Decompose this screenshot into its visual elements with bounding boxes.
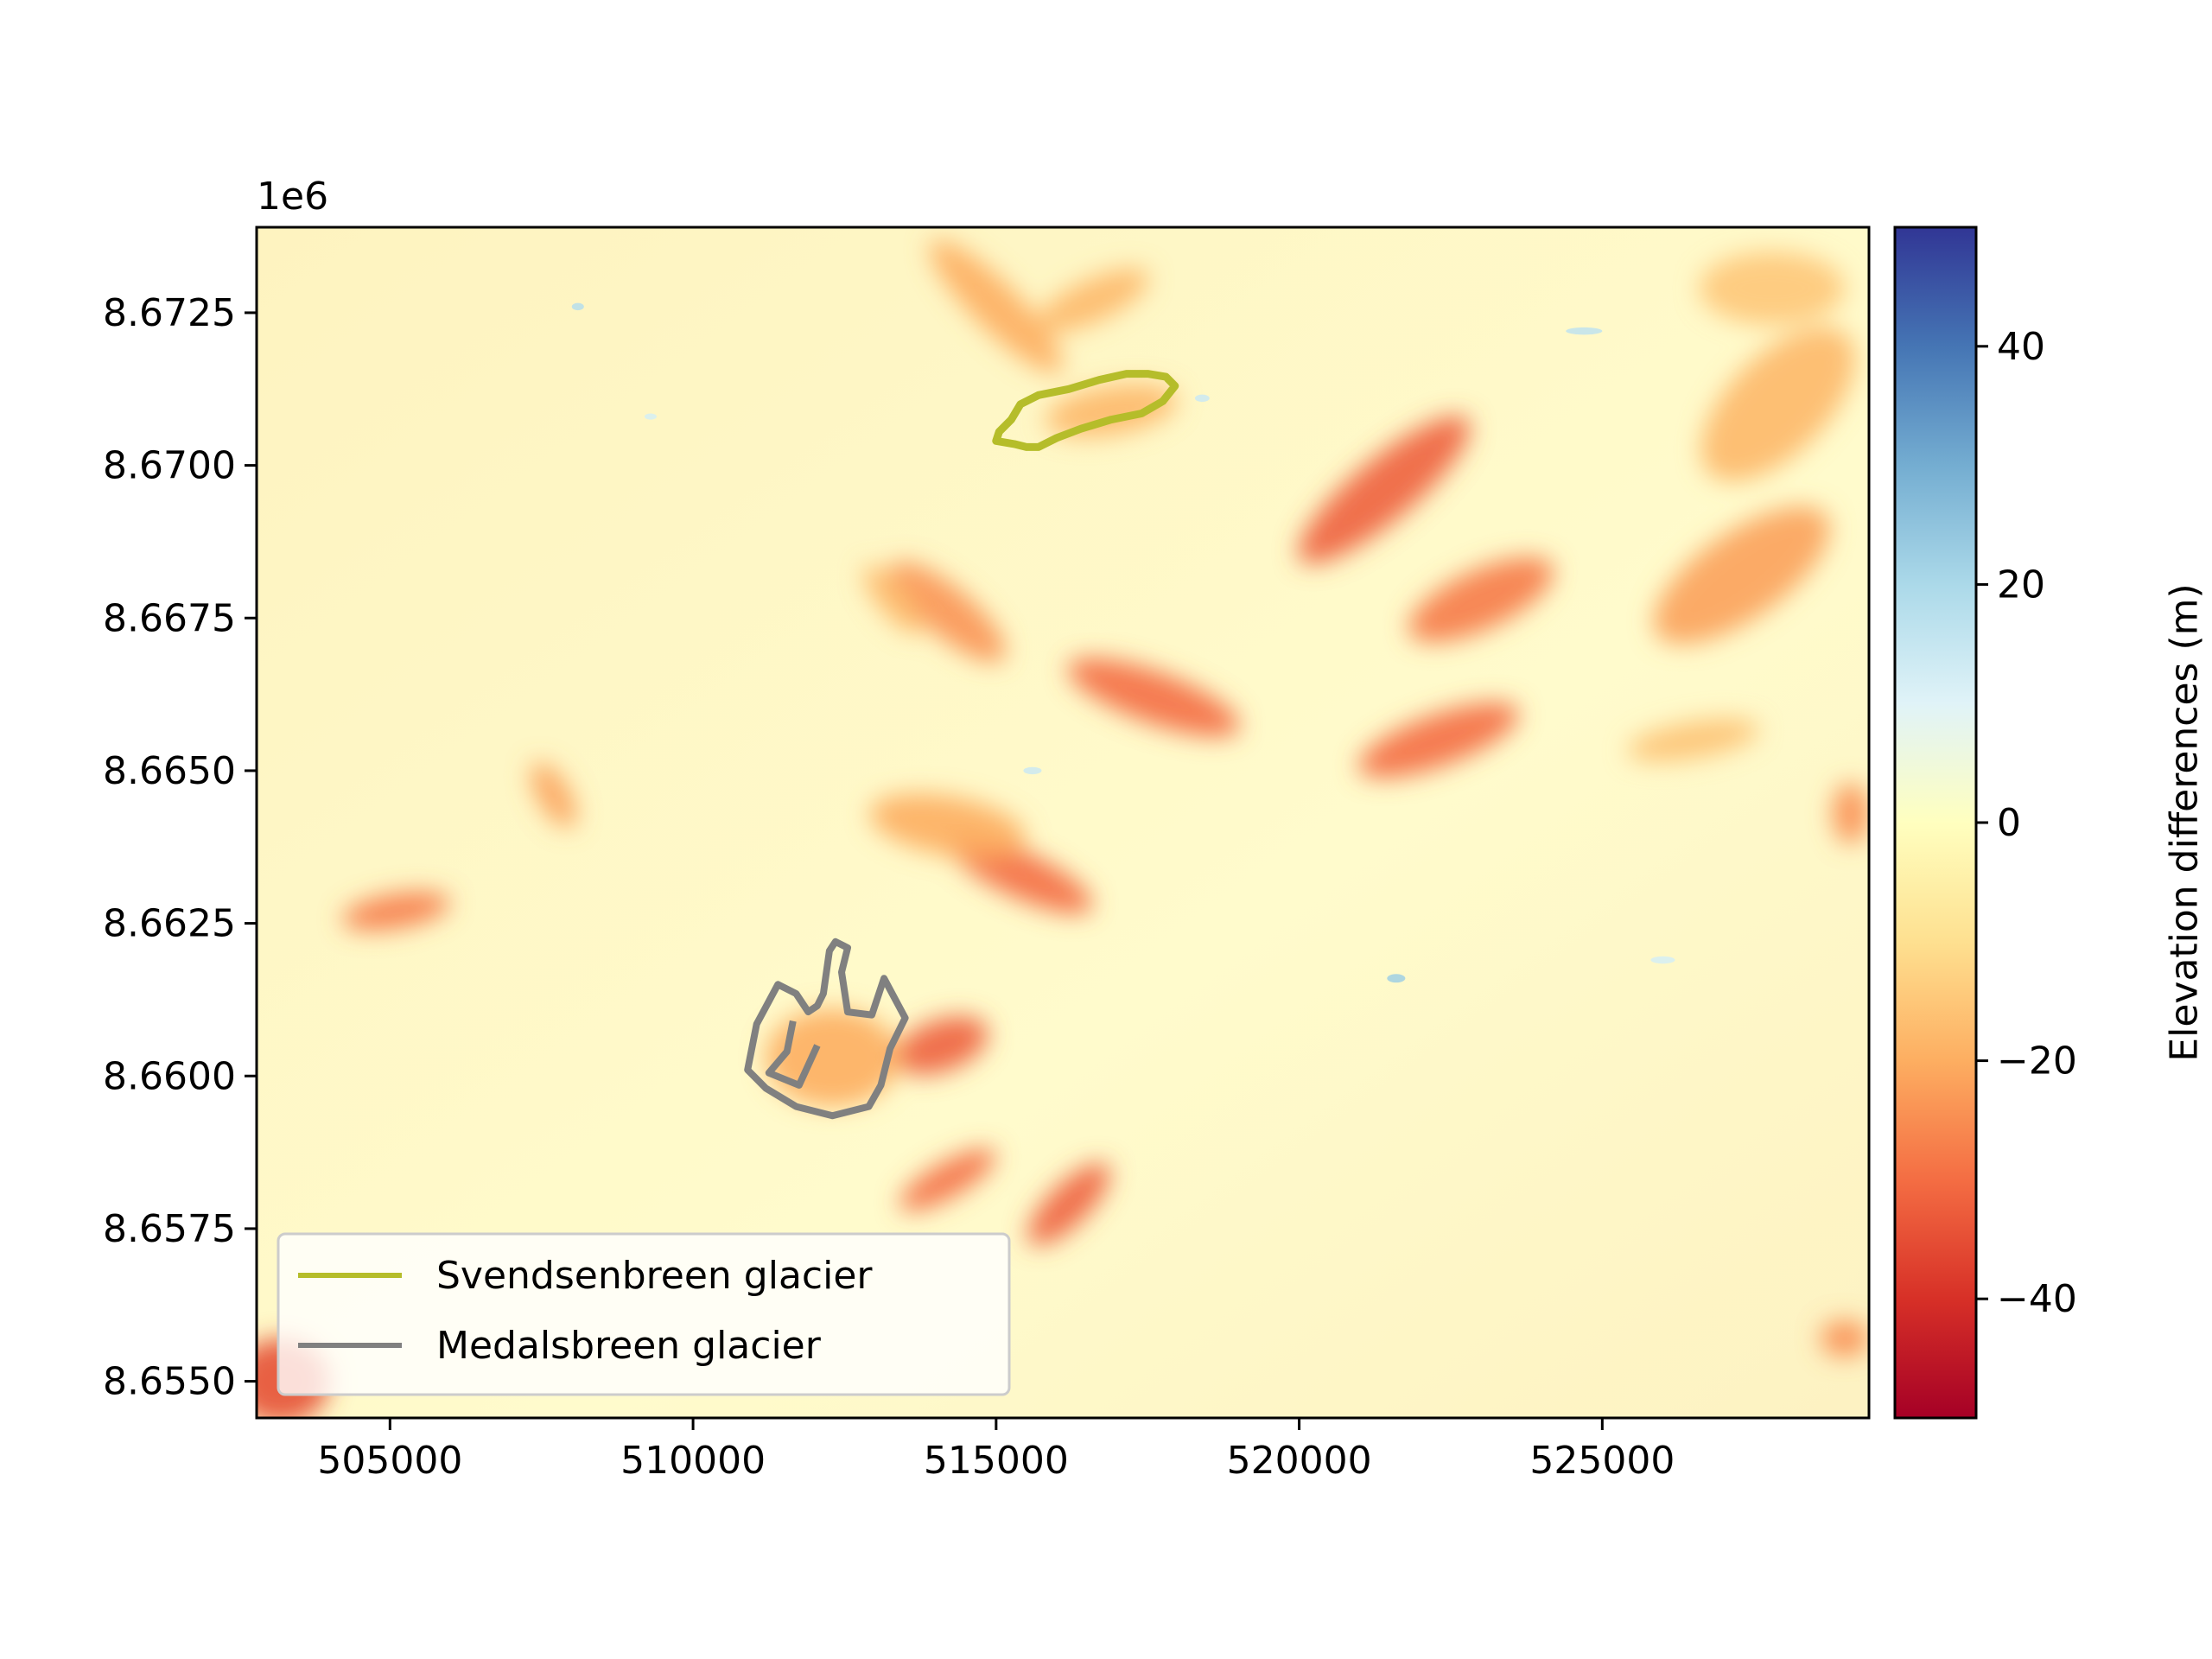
x-tick-label-3: 520000 bbox=[1227, 1439, 1372, 1483]
legend-box bbox=[276, 1232, 1011, 1396]
y-tick-label-0: 8.6725 bbox=[103, 291, 236, 335]
x-tick-label-0: 505000 bbox=[317, 1439, 462, 1483]
elevation-loss-areas bbox=[257, 240, 1869, 1418]
loss-area-17 bbox=[1027, 1163, 1110, 1246]
loss-area-23 bbox=[1832, 783, 1869, 844]
elevation-gain-spots bbox=[571, 302, 1675, 983]
loss-area-11 bbox=[889, 561, 1006, 663]
y-tick-label-5: 8.6600 bbox=[103, 1054, 236, 1098]
loss-area-1 bbox=[930, 240, 1063, 373]
colorbar-label: Elevation differences (m) bbox=[2163, 583, 2207, 1061]
colorbar-body bbox=[1893, 226, 1978, 1420]
colorbar: 40 20 0 −20 −40 Elevation differences (m) bbox=[1893, 226, 2207, 1420]
loss-area-22 bbox=[1820, 1319, 1869, 1357]
legend: Svendsenbreen glacier Medalsbreen glacie… bbox=[276, 1232, 1011, 1396]
loss-area-5 bbox=[1358, 702, 1519, 779]
x-tick-label-4: 525000 bbox=[1529, 1439, 1675, 1483]
gain-spot-5 bbox=[1650, 956, 1675, 964]
loss-area-16 bbox=[899, 1148, 996, 1211]
loss-area-3 bbox=[1298, 416, 1471, 564]
loss-area-10 bbox=[1067, 658, 1240, 737]
colorbar-tick-label-3: −20 bbox=[1997, 1039, 2077, 1084]
y-offset-label: 1e6 bbox=[257, 175, 328, 219]
gain-spot-1 bbox=[1566, 327, 1603, 335]
gain-spot-4 bbox=[644, 413, 657, 420]
gain-spot-0 bbox=[571, 302, 584, 311]
loss-area-14 bbox=[869, 793, 1026, 858]
y-tick-label-6: 8.6575 bbox=[103, 1207, 236, 1251]
gain-spot-3 bbox=[1194, 394, 1210, 403]
loss-area-2 bbox=[1037, 269, 1149, 333]
loss-area-15 bbox=[894, 1016, 988, 1075]
medalsbreen-inner-outline bbox=[765, 1020, 821, 1089]
loss-area-20 bbox=[531, 762, 577, 828]
x-axis-ticks: 505000 510000 515000 520000 525000 bbox=[317, 1418, 1675, 1483]
colorbar-tick-label-2: 0 bbox=[1997, 801, 2021, 845]
legend-label-svendsenbreen: Svendsenbreen glacier bbox=[436, 1254, 873, 1298]
x-tick-label-1: 510000 bbox=[620, 1439, 766, 1483]
y-axis-ticks: 8.6725 8.6700 8.6675 8.6650 8.6625 8.6600 8.65… bbox=[103, 291, 257, 1404]
loss-area-9 bbox=[1627, 718, 1759, 762]
y-tick-label-7: 8.6550 bbox=[103, 1360, 236, 1404]
loss-area-7 bbox=[1700, 327, 1855, 481]
gain-spot-6 bbox=[1023, 766, 1042, 775]
loss-area-6 bbox=[1653, 506, 1830, 645]
map-axes: 505000 510000 515000 520000 525000 8.67258.6… bbox=[103, 175, 1871, 1483]
medalsbreen-outline bbox=[744, 938, 909, 1120]
loss-area-8 bbox=[1699, 251, 1845, 326]
loss-area-0 bbox=[1045, 384, 1178, 437]
colorbar-tick-label-4: −40 bbox=[1997, 1277, 2077, 1321]
loss-area-19 bbox=[342, 892, 450, 931]
y-tick-label-1: 8.6700 bbox=[103, 444, 236, 488]
legend-label-medalsbreen: Medalsbreen glacier bbox=[436, 1324, 822, 1368]
colorbar-tick-label-0: 40 bbox=[1997, 325, 2045, 369]
loss-area-4 bbox=[1408, 556, 1554, 643]
svendsenbreen-outline bbox=[992, 370, 1179, 451]
colorbar-tick-label-1: 20 bbox=[1997, 563, 2045, 607]
colorbar-ticks: 40 20 0 −20 −40 bbox=[1976, 325, 2077, 1321]
x-tick-label-2: 515000 bbox=[924, 1439, 1069, 1483]
y-tick-label-4: 8.6625 bbox=[103, 902, 236, 946]
map-frame bbox=[255, 226, 1871, 1420]
gain-spot-2 bbox=[1387, 974, 1406, 983]
loss-area-12 bbox=[863, 565, 923, 634]
y-tick-label-3: 8.6650 bbox=[103, 749, 236, 793]
y-tick-label-2: 8.6675 bbox=[103, 596, 236, 640]
